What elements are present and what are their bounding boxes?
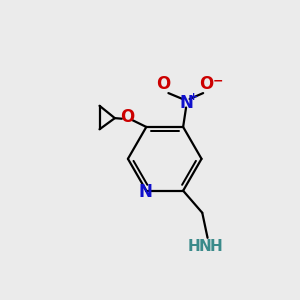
Text: H: H bbox=[210, 238, 223, 253]
Text: O: O bbox=[156, 75, 170, 93]
Text: O: O bbox=[120, 108, 134, 126]
Text: N: N bbox=[179, 94, 193, 112]
Text: N: N bbox=[199, 238, 211, 253]
Text: O: O bbox=[200, 75, 214, 93]
Text: H: H bbox=[188, 238, 200, 253]
Text: N: N bbox=[139, 183, 153, 201]
Text: +: + bbox=[189, 92, 198, 102]
Text: −: − bbox=[213, 74, 223, 87]
